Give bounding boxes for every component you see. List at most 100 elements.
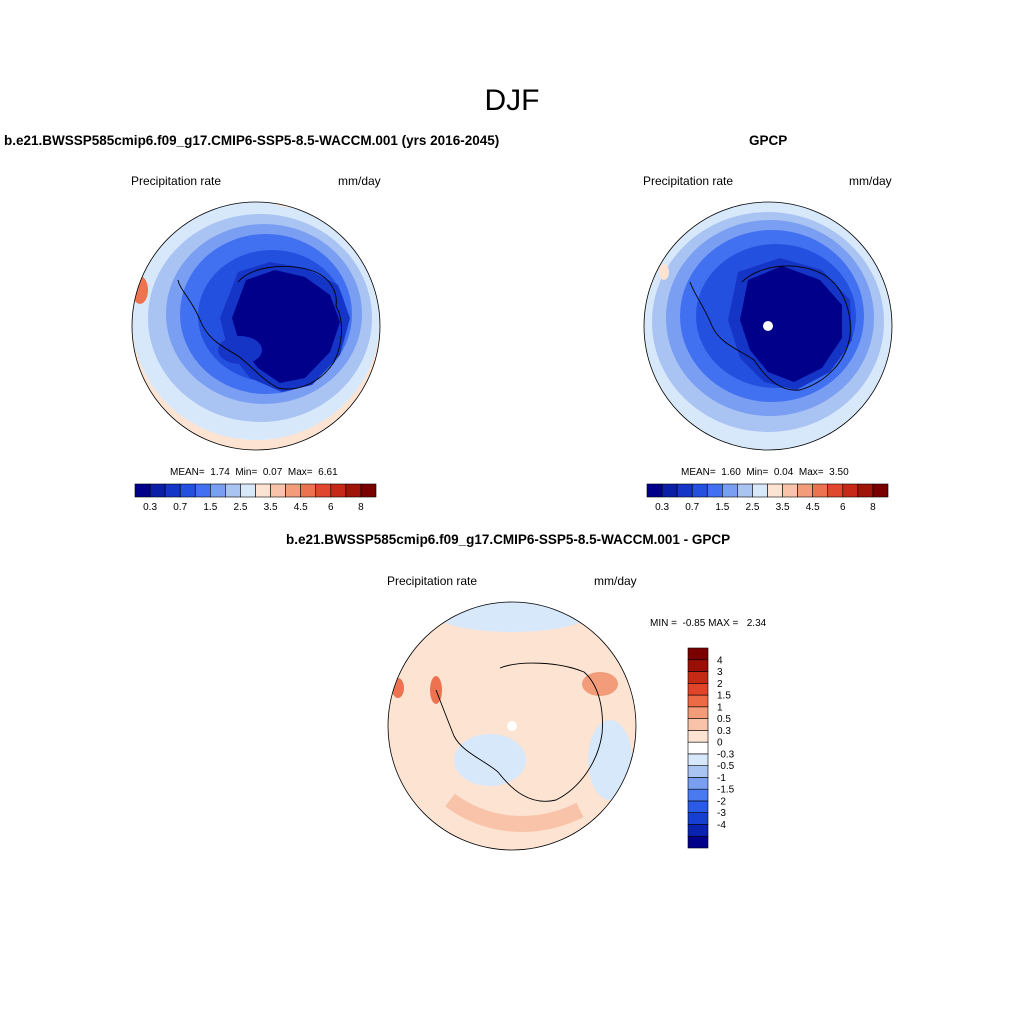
panel1-colorbar-swatch — [255, 483, 271, 498]
panel3-colorbar-tick-label: 2 — [717, 679, 723, 690]
panel2-colorbar-tick-label: 3.5 — [776, 502, 790, 513]
panel1-colorbar-tick-label: 1.5 — [203, 502, 217, 513]
panel2-colorbar-swatch — [797, 483, 813, 498]
panel2-colorbar-swatch — [857, 483, 874, 498]
panel1-colorbar-swatch — [179, 483, 196, 498]
panel3-colorbar-swatch — [687, 835, 709, 849]
panel3-colorbar-swatch — [687, 647, 709, 661]
panel1-colorbar-swatch — [270, 483, 286, 498]
panel3-colorbar-swatch — [687, 682, 709, 696]
panel3-colorbar-tick-label: 0.3 — [717, 726, 731, 737]
panel3-colorbar-tick-label: 1 — [717, 702, 723, 713]
panel2-colorbar-swatch — [706, 483, 723, 498]
panel3-colorbar-tick-label: -0.5 — [717, 761, 735, 772]
panel2-map-border — [643, 201, 893, 451]
panel2-colorbar-swatch — [722, 483, 738, 498]
panel2-colorbar-swatch — [782, 483, 798, 498]
panel3-colorbar-swatch — [687, 706, 709, 719]
panel2-colorbar-swatch — [752, 483, 768, 498]
panel2-colorbar-tick-label: 0.3 — [655, 502, 669, 513]
panel3-colorbar-swatch — [687, 777, 709, 790]
panel2-variable-label: Precipitation rate — [643, 174, 734, 188]
panel3-pole-mask — [507, 721, 517, 731]
panel1-colorbar-swatch — [300, 483, 317, 498]
panel1-map-border — [131, 201, 381, 451]
panel3-colorbar-swatch — [687, 659, 709, 672]
panel2-pole-mask — [763, 321, 773, 331]
panel2-colorbar-swatch — [691, 483, 708, 498]
panel3-colorbar-tick-label: -2 — [717, 796, 726, 807]
panel1-colorbar-swatch — [210, 483, 226, 498]
panel1-colorbar-swatch — [164, 483, 181, 498]
panel1-colorbar-swatch — [194, 483, 211, 498]
panel3-colorbar-swatch — [687, 730, 709, 743]
panel3-colorbar-tick-label: 0.5 — [717, 714, 731, 725]
panel1-colorbar-swatch — [240, 483, 256, 498]
panel3-colorbar-swatch — [687, 753, 709, 766]
panel3-colorbar-swatch — [687, 812, 709, 825]
panel3-colorbar-swatch — [687, 694, 709, 708]
panel2-title: GPCP — [749, 133, 788, 148]
panel3-colorbar-tick-label: 3 — [717, 667, 723, 678]
panel2-colorbar: 0.3 0.7 1.5 2.5 3.5 4.5 6 8 — [646, 483, 889, 513]
panel1-colorbar-swatch — [149, 483, 166, 498]
panel3-colorbar-swatch — [687, 741, 709, 755]
panel3-colorbar-tick-label: -3 — [717, 808, 726, 819]
panel2-colorbar-tick-label: 4.5 — [806, 502, 820, 513]
panel1-colorbar-swatch — [225, 483, 241, 498]
panel2-colorbar-swatch — [842, 483, 859, 498]
panel2-colorbar-swatch — [872, 483, 889, 498]
panel2-colorbar-swatch — [661, 483, 678, 498]
panel1-colorbar-swatch — [330, 483, 347, 498]
panel3-colorbar-swatch — [687, 718, 709, 731]
panel2-colorbar-swatch — [767, 483, 783, 498]
panel2-colorbar-tick-label: 8 — [870, 502, 876, 513]
panel3-colorbar-tick-label: -4 — [717, 820, 726, 831]
panel1-units-label: mm/day — [338, 174, 381, 188]
panel1-colorbar-tick-label: 0.7 — [173, 502, 187, 513]
panel3-colorbar-tick-label: -0.3 — [717, 749, 735, 760]
panel1-stats: MEAN= 1.74 Min= 0.07 Max= 6.61 — [170, 467, 338, 478]
panel2-colorbar-tick-label: 0.7 — [685, 502, 699, 513]
panel2-colorbar-swatch — [737, 483, 753, 498]
panel1-colorbar: 0.3 0.7 1.5 2.5 3.5 4.5 6 8 — [134, 483, 377, 513]
panel3-stats: MIN = -0.85 MAX = 2.34 — [650, 618, 767, 629]
panel2-units-label: mm/day — [849, 174, 892, 188]
panel3-colorbar-swatch — [687, 800, 709, 814]
panel1-variable-label: Precipitation rate — [131, 174, 222, 188]
panel2-colorbar-tick-label: 1.5 — [715, 502, 729, 513]
panel2-colorbar-tick-label: 2.5 — [745, 502, 759, 513]
panel3-colorbar-swatch — [687, 671, 709, 684]
panel1-colorbar-tick-label: 0.3 — [143, 502, 157, 513]
panel3-map-border — [387, 601, 637, 851]
panel1-title: b.e21.BWSSP585cmip6.f09_g17.CMIP6-SSP5-8… — [4, 133, 500, 148]
panel3-colorbar-tick-label: -1.5 — [717, 785, 735, 796]
figure-title: DJF — [484, 84, 540, 117]
panel2-stats: MEAN= 1.60 Min= 0.04 Max= 3.50 — [681, 467, 849, 478]
panel2-colorbar-tick-label: 6 — [840, 502, 846, 513]
panel1-map — [132, 202, 380, 450]
panel2-colorbar-swatch — [646, 483, 663, 498]
panel1-colorbar-swatch — [345, 483, 362, 498]
panel3-colorbar-tick-label: -1 — [717, 773, 726, 784]
panel3-colorbar-swatch — [687, 765, 709, 778]
panel3-variable-label: Precipitation rate — [387, 574, 478, 588]
panel3-colorbar-swatch — [687, 788, 709, 802]
panel3-title: b.e21.BWSSP585cmip6.f09_g17.CMIP6-SSP5-8… — [286, 532, 731, 547]
panel1-colorbar-tick-label: 2.5 — [233, 502, 247, 513]
panel3-colorbar-tick-label: 4 — [717, 655, 723, 666]
panel1-colorbar-tick-label: 4.5 — [294, 502, 308, 513]
panel3-colorbar-swatch — [687, 824, 709, 837]
panel2-colorbar-swatch — [827, 483, 844, 498]
panel3-colorbar-tick-label: 1.5 — [717, 691, 731, 702]
panel1-colorbar-swatch — [360, 483, 377, 498]
panel1-colorbar-swatch — [134, 483, 151, 498]
panel1-colorbar-tick-label: 6 — [328, 502, 334, 513]
panel1-colorbar-tick-label: 3.5 — [264, 502, 278, 513]
panel2-colorbar-swatch — [676, 483, 693, 498]
panel1-colorbar-swatch — [315, 483, 332, 498]
panel1-colorbar-tick-label: 8 — [358, 502, 364, 513]
panel2-colorbar-swatch — [812, 483, 829, 498]
